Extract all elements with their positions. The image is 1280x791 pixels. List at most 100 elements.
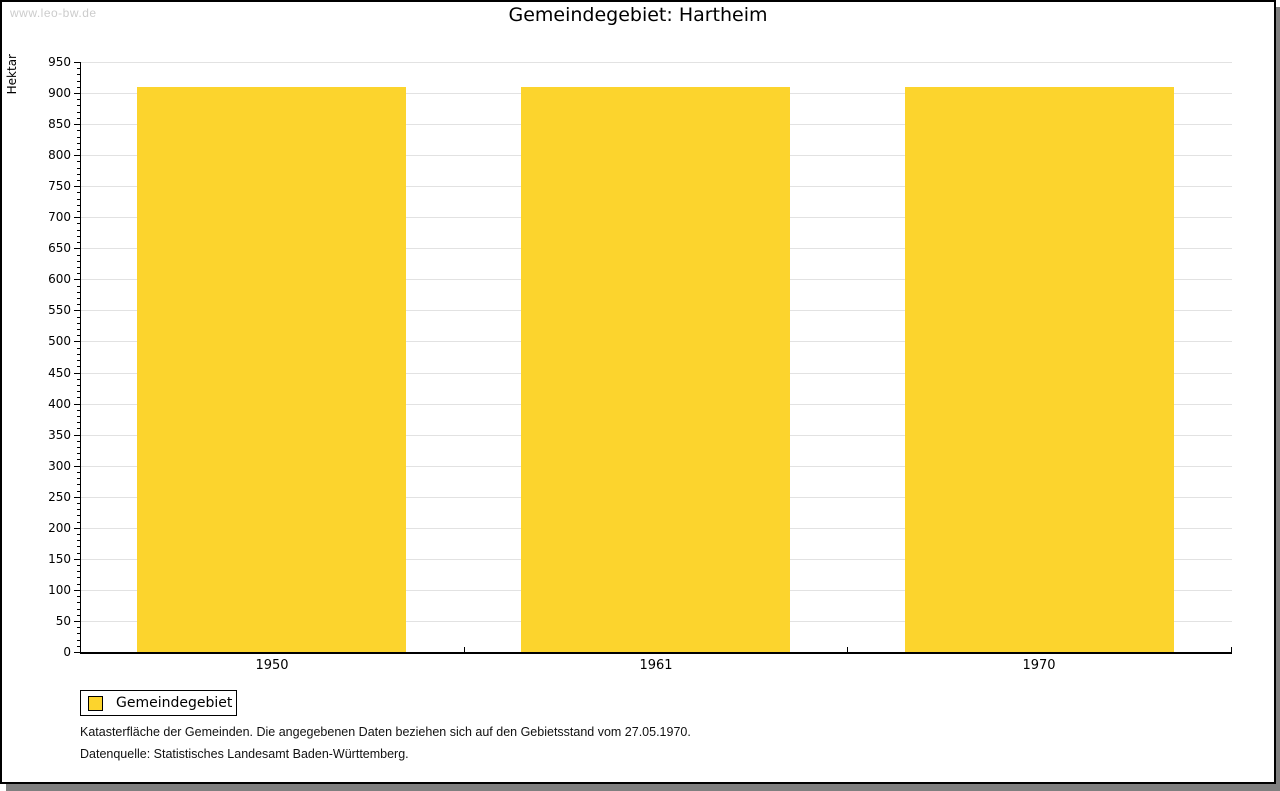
y-major-tick-950 <box>74 62 80 63</box>
y-minor-tick-430 <box>77 385 80 386</box>
legend: Gemeindegebiet <box>80 690 237 716</box>
watermark: www.leo-bw.de <box>10 6 97 20</box>
y-minor-tick-790 <box>77 161 80 162</box>
y-tick-label-450: 450 <box>48 366 71 380</box>
x-tick-label-1970: 1970 <box>1022 658 1056 673</box>
y-minor-tick-580 <box>77 292 80 293</box>
y-minor-tick-780 <box>77 168 80 169</box>
y-minor-tick-910 <box>77 87 80 88</box>
y-major-tick-100 <box>74 590 80 591</box>
y-minor-tick-870 <box>77 112 80 113</box>
y-minor-tick-70 <box>77 609 80 610</box>
y-major-tick-450 <box>74 373 80 374</box>
y-major-tick-150 <box>74 559 80 560</box>
y-tick-label-0: 0 <box>63 645 71 659</box>
y-tick-label-100: 100 <box>48 583 71 597</box>
y-minor-tick-160 <box>77 553 80 554</box>
y-tick-label-250: 250 <box>48 490 71 504</box>
y-minor-tick-840 <box>77 130 80 131</box>
y-minor-tick-210 <box>77 522 80 523</box>
y-major-tick-600 <box>74 279 80 280</box>
y-tick-label-350: 350 <box>48 428 71 442</box>
y-minor-tick-220 <box>77 515 80 516</box>
y-minor-tick-720 <box>77 205 80 206</box>
y-major-tick-800 <box>74 155 80 156</box>
y-major-tick-550 <box>74 310 80 311</box>
y-minor-tick-40 <box>77 627 80 628</box>
footnote-source: Datenquelle: Statistisches Landesamt Bad… <box>80 747 409 761</box>
y-minor-tick-340 <box>77 441 80 442</box>
y-minor-tick-270 <box>77 484 80 485</box>
y-tick-label-50: 50 <box>55 614 71 628</box>
x-boundary-tick-1 <box>464 647 465 652</box>
y-minor-tick-280 <box>77 478 80 479</box>
y-major-tick-500 <box>74 341 80 342</box>
y-minor-tick-710 <box>77 211 80 212</box>
y-tick-label-400: 400 <box>48 397 71 411</box>
y-minor-tick-540 <box>77 317 80 318</box>
y-tick-label-500: 500 <box>48 334 71 348</box>
y-minor-tick-530 <box>77 323 80 324</box>
y-minor-tick-880 <box>77 105 80 106</box>
y-major-tick-700 <box>74 217 80 218</box>
y-tick-label-600: 600 <box>48 272 71 286</box>
y-minor-tick-660 <box>77 242 80 243</box>
y-axis-line <box>80 62 81 652</box>
y-minor-tick-370 <box>77 422 80 423</box>
y-minor-tick-260 <box>77 491 80 492</box>
y-minor-tick-940 <box>77 68 80 69</box>
y-major-tick-650 <box>74 248 80 249</box>
y-major-tick-400 <box>74 404 80 405</box>
y-minor-tick-930 <box>77 74 80 75</box>
y-major-tick-250 <box>74 497 80 498</box>
y-minor-tick-420 <box>77 391 80 392</box>
y-minor-tick-20 <box>77 640 80 641</box>
y-minor-tick-330 <box>77 447 80 448</box>
y-minor-tick-560 <box>77 304 80 305</box>
bar-1970 <box>905 87 1174 652</box>
y-major-tick-200 <box>74 528 80 529</box>
y-minor-tick-60 <box>77 615 80 616</box>
y-minor-tick-360 <box>77 428 80 429</box>
y-minor-tick-390 <box>77 410 80 411</box>
y-minor-tick-320 <box>77 453 80 454</box>
y-tick-label-800: 800 <box>48 148 71 162</box>
y-minor-tick-470 <box>77 360 80 361</box>
y-major-tick-300 <box>74 466 80 467</box>
y-major-tick-350 <box>74 435 80 436</box>
y-minor-tick-290 <box>77 472 80 473</box>
y-minor-tick-190 <box>77 534 80 535</box>
y-major-tick-50 <box>74 621 80 622</box>
y-minor-tick-30 <box>77 633 80 634</box>
gridline-950 <box>81 62 1232 63</box>
y-tick-label-300: 300 <box>48 459 71 473</box>
y-minor-tick-770 <box>77 174 80 175</box>
y-minor-tick-460 <box>77 366 80 367</box>
y-tick-label-150: 150 <box>48 552 71 566</box>
plot-area: 0 50 100 150 200 250 300 350 400 450 500 550 600 650 7… <box>2 2 1274 782</box>
y-minor-tick-730 <box>77 199 80 200</box>
y-minor-tick-810 <box>77 149 80 150</box>
y-minor-tick-170 <box>77 546 80 547</box>
y-minor-tick-110 <box>77 584 80 585</box>
y-minor-tick-570 <box>77 298 80 299</box>
footnote-description: Katasterfläche der Gemeinden. Die angege… <box>80 725 691 739</box>
y-tick-label-700: 700 <box>48 210 71 224</box>
bar-1961 <box>521 87 790 652</box>
x-tick-label-1961: 1961 <box>639 658 673 673</box>
y-minor-tick-480 <box>77 354 80 355</box>
y-minor-tick-490 <box>77 348 80 349</box>
y-minor-tick-80 <box>77 602 80 603</box>
x-boundary-tick-2 <box>847 647 848 652</box>
y-major-tick-850 <box>74 124 80 125</box>
legend-swatch-gemeindegebiet <box>88 695 103 711</box>
y-minor-tick-10 <box>77 646 80 647</box>
y-minor-tick-620 <box>77 267 80 268</box>
x-boundary-tick-3 <box>1231 647 1232 652</box>
y-minor-tick-630 <box>77 261 80 262</box>
y-minor-tick-310 <box>77 459 80 460</box>
y-minor-tick-140 <box>77 565 80 566</box>
y-minor-tick-890 <box>77 99 80 100</box>
y-major-tick-0 <box>74 652 80 653</box>
